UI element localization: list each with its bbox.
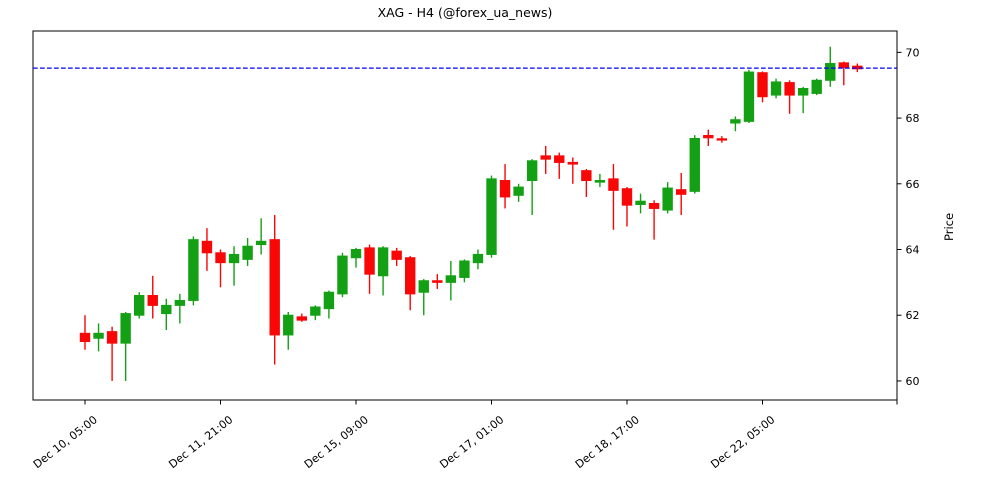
x-tick-label: Dec 22, 05:00 — [708, 413, 777, 471]
candle-body — [608, 178, 619, 191]
candle-body — [526, 160, 538, 182]
candle-body — [255, 240, 267, 246]
x-tick-label: Dec 15, 09:00 — [302, 413, 371, 471]
candle-body — [635, 200, 646, 205]
candle-body — [147, 295, 158, 306]
candle-body — [581, 170, 592, 182]
y-tick-label: 68 — [906, 112, 920, 125]
candle-body — [716, 138, 728, 141]
y-tick-label: 62 — [906, 309, 920, 322]
candle-body — [838, 62, 849, 68]
candle-body — [784, 82, 795, 96]
candle-body — [432, 280, 443, 283]
chart-title: XAG - H4 (@forex_ua_news) — [377, 5, 553, 20]
candle-body — [594, 180, 606, 183]
candle-body — [228, 253, 240, 264]
y-tick-label: 60 — [906, 375, 920, 388]
y-tick-label: 64 — [906, 244, 920, 257]
candle-body — [174, 299, 186, 306]
candle-body — [93, 332, 104, 339]
candle-body — [215, 252, 226, 264]
plot-border — [32, 30, 898, 401]
candle-body — [472, 253, 484, 264]
candle-body — [703, 134, 714, 139]
candle-body — [499, 180, 511, 198]
candle-body — [134, 295, 145, 316]
candle-body — [811, 79, 822, 94]
candle-body — [445, 275, 457, 283]
y-tick-label: 70 — [906, 46, 920, 59]
candle-body — [797, 88, 809, 96]
x-tick-label: Dec 11, 21:00 — [166, 413, 235, 471]
candle-body — [120, 313, 131, 344]
candle-body — [269, 239, 280, 336]
x-tick-label: Dec 10, 05:00 — [31, 413, 100, 471]
candle-body — [391, 250, 402, 260]
candle-body — [743, 71, 755, 122]
candle-body — [79, 332, 91, 343]
candle-body — [554, 155, 565, 163]
candle-body — [459, 260, 470, 278]
candle-body — [825, 63, 836, 81]
y-axis-label: Price — [942, 212, 956, 241]
candle-body — [405, 257, 416, 295]
candle-body — [567, 161, 578, 165]
candle-body — [350, 249, 362, 259]
y-tick-label: 66 — [906, 178, 920, 191]
candle-body — [730, 119, 741, 124]
candle-body — [323, 291, 335, 310]
candle-body — [648, 203, 660, 209]
candle-body — [106, 331, 118, 344]
candle-body — [161, 304, 172, 315]
candle-body — [676, 189, 687, 195]
x-tick-label: Dec 18, 17:00 — [573, 413, 642, 471]
candle-body — [418, 280, 429, 293]
candle-body — [364, 247, 375, 275]
candle-body — [621, 188, 633, 206]
candle-body — [689, 137, 700, 192]
candle-body — [188, 239, 199, 301]
candle-body — [337, 255, 348, 295]
x-tick-label: Dec 17, 01:00 — [437, 413, 506, 471]
candle-body — [770, 81, 782, 96]
candle-body — [310, 306, 321, 316]
candle-body — [486, 178, 497, 255]
candle-body — [296, 316, 308, 321]
candle-body — [377, 247, 389, 277]
candle-body — [513, 186, 524, 196]
candle-body — [852, 65, 863, 70]
candle-body — [540, 155, 551, 160]
candle-body — [662, 187, 673, 211]
candle-body — [242, 245, 253, 260]
candle-body — [283, 314, 294, 336]
candle-body — [757, 72, 768, 98]
candle-body — [201, 240, 213, 254]
